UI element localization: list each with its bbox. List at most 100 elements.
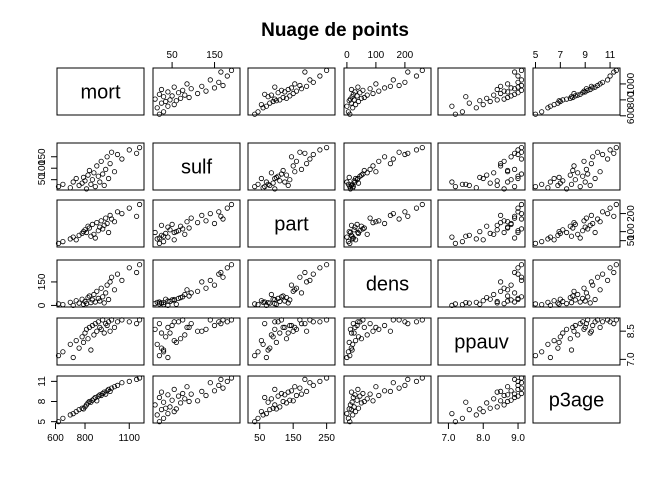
point-p3age-vs-dens-24 (355, 386, 361, 392)
point-p3age-vs-part-5 (267, 406, 273, 413)
point-dens-vs-sulf-29 (207, 277, 213, 283)
point-dens-vs-part-15 (262, 299, 268, 305)
point-part-vs-dens-22 (367, 215, 373, 221)
point-part-vs-sulf-22 (188, 215, 194, 221)
point-p3age-vs-dens-3 (344, 410, 350, 417)
point-dens-vs-p3age-29 (604, 277, 611, 283)
tick-label-right-ppauv-0: 7.0 (626, 352, 637, 366)
point-dens-vs-p3age-15 (577, 299, 583, 305)
point-mort-vs-part-13 (287, 93, 293, 99)
point-part-vs-p3age-4 (551, 237, 557, 243)
point-ppauv-vs-dens-18 (352, 324, 358, 330)
point-dens-vs-ppauv-24 (515, 296, 521, 303)
point-p3age-vs-ppauv-22 (511, 391, 518, 397)
point-mort-vs-ppauv-18 (504, 89, 511, 95)
point-sulf-vs-part-1 (255, 181, 261, 187)
point-mort-vs-sulf-3 (165, 103, 171, 109)
point-mort-vs-sulf-0 (156, 111, 162, 117)
tick-label-top-p3age-0: 5 (533, 50, 539, 61)
point-dens-vs-sulf-20 (180, 294, 186, 300)
point-dens-vs-ppauv-21 (494, 300, 500, 306)
point-mort-vs-sulf-13 (169, 93, 175, 99)
point-ppauv-vs-part-11 (280, 324, 286, 330)
point-sulf-vs-p3age-26 (594, 149, 601, 155)
point-ppauv-vs-mort-0 (55, 352, 62, 359)
point-dens-vs-ppauv-26 (518, 274, 525, 280)
point-dens-vs-ppauv-25 (497, 279, 504, 285)
point-sulf-vs-part-25 (303, 161, 310, 167)
point-ppauv-vs-dens-9 (347, 326, 353, 332)
point-sulf-vs-mort-11 (86, 167, 93, 174)
point-part-vs-mort-27 (111, 219, 118, 225)
point-ppauv-vs-dens-10 (358, 336, 364, 342)
point-part-vs-mort-11 (86, 225, 93, 231)
point-sulf-vs-part-26 (297, 149, 303, 155)
point-part-vs-sulf-13 (169, 221, 175, 227)
variable-label-p3age: p3age (549, 390, 605, 412)
point-sulf-vs-ppauv-20 (518, 171, 525, 177)
point-mort-vs-sulf-31 (218, 69, 224, 75)
point-sulf-vs-mort-17 (95, 173, 101, 179)
point-part-vs-ppauv-1 (459, 239, 465, 245)
point-p3age-vs-sulf-23 (211, 388, 218, 394)
point-ppauv-vs-p3age-8 (560, 330, 566, 336)
point-dens-vs-p3age-17 (580, 295, 586, 301)
point-ppauv-vs-part-20 (278, 317, 285, 323)
point-ppauv-vs-p3age-26 (594, 317, 601, 323)
point-p3age-vs-ppauv-26 (518, 385, 525, 391)
point-mort-vs-dens-25 (387, 83, 393, 89)
tick-label-left-p3age-1: 8 (37, 398, 48, 404)
tick-label-left-p3age-0: 5 (37, 418, 48, 424)
point-ppauv-vs-mort-26 (109, 317, 115, 323)
point-dens-vs-mort-14 (91, 291, 97, 298)
point-p3age-vs-sulf-7 (173, 406, 179, 412)
point-ppauv-vs-sulf-18 (165, 324, 171, 330)
tick-label-right-mort-1: 800 (626, 91, 637, 108)
point-dens-vs-sulf-30 (224, 265, 230, 271)
point-dens-vs-ppauv-23 (508, 282, 514, 288)
point-sulf-vs-ppauv-6 (487, 180, 493, 186)
point-sulf-vs-dens-23 (381, 154, 388, 160)
point-dens-vs-sulf-7 (173, 301, 179, 307)
point-dens-vs-sulf-27 (184, 287, 190, 293)
point-ppauv-vs-part-25 (303, 328, 310, 334)
point-mort-vs-p3age-16 (571, 90, 577, 97)
point-part-vs-dens-3 (344, 234, 350, 240)
point-sulf-vs-p3age-12 (568, 181, 575, 187)
point-sulf-vs-mort-8 (82, 178, 88, 184)
point-part-vs-ppauv-7 (477, 229, 483, 235)
point-mort-vs-part-4 (258, 102, 264, 108)
point-p3age-vs-dens-20 (360, 390, 366, 397)
point-dens-vs-mort-4 (73, 298, 79, 304)
panel-frame-ppauv-part (247, 317, 336, 366)
point-p3age-vs-sulf-21 (158, 389, 165, 395)
point-ppauv-vs-part-10 (283, 336, 290, 342)
point-part-vs-sulf-0 (156, 240, 162, 246)
point-part-vs-dens-32 (419, 201, 425, 208)
point-p3age-vs-ppauv-0 (452, 419, 458, 425)
point-sulf-vs-ppauv-31 (511, 150, 518, 156)
point-sulf-vs-p3age-16 (571, 163, 577, 169)
point-ppauv-vs-mort-3 (70, 354, 76, 361)
tick-label-bottom-part-1: 150 (285, 433, 302, 444)
point-p3age-vs-sulf-3 (165, 410, 171, 417)
point-sulf-vs-p3age-28 (599, 151, 606, 158)
point-part-vs-ppauv-32 (518, 201, 525, 208)
point-sulf-vs-dens-18 (352, 179, 358, 185)
point-dens-vs-p3age-30 (607, 265, 613, 271)
point-p3age-vs-sulf-12 (161, 399, 167, 405)
point-mort-vs-sulf-30 (224, 73, 230, 79)
point-ppauv-vs-part-27 (292, 324, 298, 330)
point-dens-vs-part-13 (287, 297, 293, 303)
point-mort-vs-ppauv-23 (508, 85, 514, 91)
point-sulf-vs-p3age-18 (582, 179, 588, 185)
point-p3age-vs-ppauv-15 (511, 394, 518, 401)
point-mort-vs-ppauv-27 (504, 81, 511, 87)
panel-frame-mort-part (247, 67, 336, 116)
panel-frame-ppauv-p3age (532, 317, 621, 366)
point-mort-vs-sulf-15 (156, 91, 162, 97)
point-sulf-vs-part-4 (258, 175, 264, 182)
point-dens-vs-sulf-21 (158, 300, 165, 306)
point-part-vs-mort-3 (70, 234, 76, 240)
point-dens-vs-part-12 (265, 299, 271, 306)
